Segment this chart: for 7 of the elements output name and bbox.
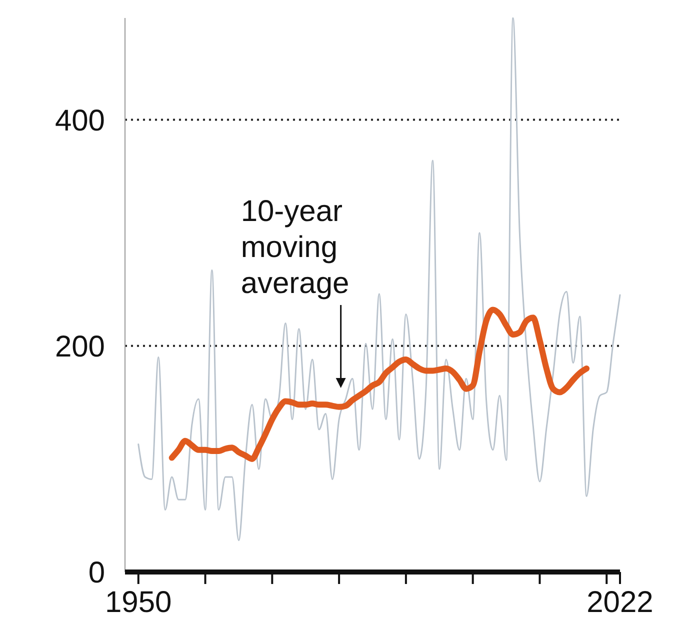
line-series	[138, 17, 621, 542]
y-tick-label: 200	[54, 330, 105, 364]
y-tick-label: 400	[54, 104, 105, 138]
x-tick-label: 1950	[105, 586, 172, 619]
annotation: 10-year moving average	[240, 195, 350, 300]
y-tick-label: 0	[88, 556, 105, 590]
x-tick-label: 2022	[586, 586, 654, 619]
